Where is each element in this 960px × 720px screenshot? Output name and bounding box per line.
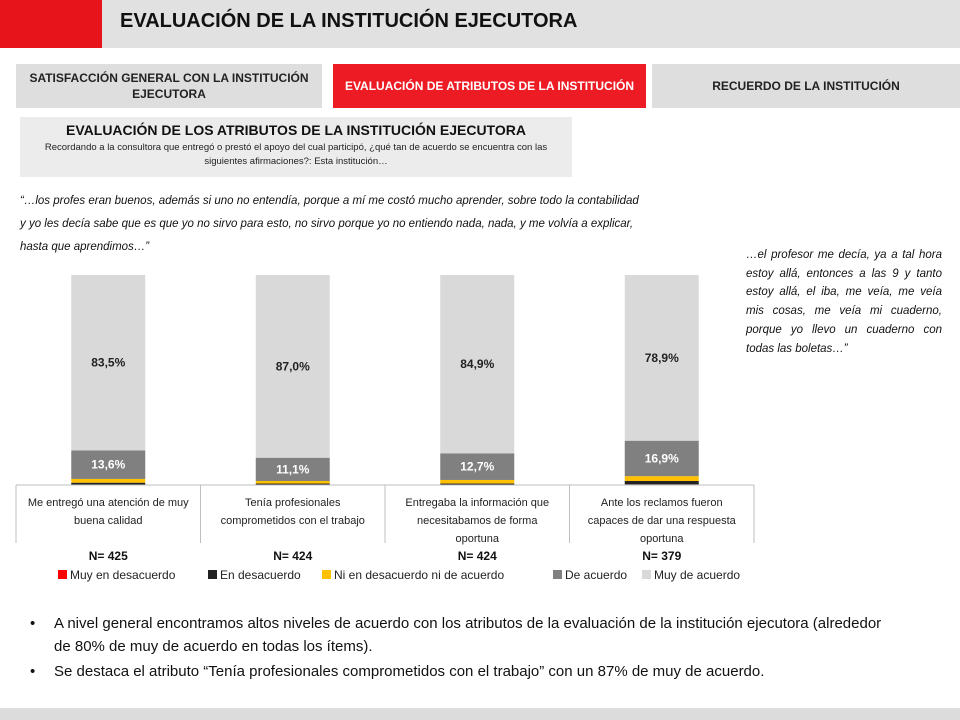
finding-2: • Se destaca el atributo “Tenía profesio…: [30, 660, 900, 683]
legend-label-3: Ni en desacuerdo ni de acuerdo: [334, 568, 504, 582]
category-label-3: oportuna: [456, 533, 500, 545]
findings-list: • A nivel general encontramos altos nive…: [30, 612, 900, 685]
bar-segment-2-cat-1: [71, 482, 146, 485]
legend-swatch-1: [58, 570, 67, 579]
bar-segment-4-cat-4: [624, 440, 699, 477]
chart-categories: Me entregó una atención de muy buena cali…: [28, 497, 737, 563]
stacked-bar-chart: 13,6% 83,5% 11,1% 87,0% 12,7% 84,9% 16,9% 78,9%…: [15, 275, 755, 582]
legend-swatch-2: [208, 570, 217, 579]
bar-segment-3-cat-2: [255, 481, 330, 484]
legend-label-1: Muy en desacuerdo: [70, 568, 176, 582]
header-accent: [0, 0, 102, 48]
bar-segment-4-cat-3: [440, 453, 515, 480]
data-label-4-cat-1: 13,6%: [91, 458, 125, 472]
n-label-2: N= 424: [273, 549, 312, 563]
page-title: EVALUACIÓN DE LA INSTITUCIÓN EJECUTORA: [120, 10, 578, 32]
bullet-icon: •: [30, 663, 36, 680]
category-label-4: oportuna: [640, 533, 684, 545]
legend-swatch-4: [553, 570, 562, 579]
bar-segment-2-cat-4: [624, 481, 699, 485]
data-label-4-cat-2: 11,1%: [276, 462, 310, 476]
footer-bar: [0, 708, 960, 720]
legend-swatch-3: [322, 570, 331, 579]
bullet-icon: •: [30, 615, 36, 632]
n-label-1: N= 425: [89, 549, 128, 563]
data-label-5-cat-1: 83,5%: [91, 356, 125, 370]
legend-swatch-5: [642, 570, 651, 579]
category-label-3: necesitabamos de forma: [417, 515, 538, 527]
section-question: Recordando a la consultora que entregó o…: [44, 142, 548, 167]
bar-segment-5-cat-3: [440, 275, 515, 454]
tab-satisfaccion-general[interactable]: SATISFACCIÓN GENERAL CON LA INSTITUCIÓN …: [16, 64, 322, 108]
chart-legend: Muy en desacuerdo En desacuerdo Ni en desa…: [58, 568, 740, 582]
section-header: EVALUACIÓN DE LOS ATRIBUTOS DE LA INSTIT…: [20, 117, 572, 177]
quote-side: …el profesor me decía, ya a tal hora est…: [746, 249, 942, 355]
bar-segment-5-cat-4: [624, 275, 699, 441]
finding-1: • A nivel general encontramos altos nive…: [30, 612, 900, 658]
bar-segment-2-cat-2: [255, 483, 330, 485]
legend-label-2: En desacuerdo: [220, 568, 301, 582]
bar-segment-5-cat-2: [255, 275, 330, 458]
data-label-4-cat-4: 16,9%: [645, 451, 679, 465]
category-label-2: Tenía profesionales: [245, 497, 341, 509]
quote-main: “…los profes eran buenos, además si uno …: [20, 195, 639, 253]
data-label-4-cat-3: 12,7%: [460, 460, 494, 474]
section-title: EVALUACIÓN DE LOS ATRIBUTOS DE LA INSTIT…: [66, 122, 526, 138]
category-label-1: buena calidad: [74, 515, 143, 527]
category-label-4: Ante los reclamos fueron: [601, 497, 723, 509]
n-label-4: N= 379: [642, 549, 681, 563]
data-label-5-cat-3: 84,9%: [460, 357, 494, 371]
category-label-1: Me entregó una atención de muy: [28, 497, 189, 509]
bar-segment-5-cat-1: [71, 275, 146, 451]
legend-label-4: De acuerdo: [565, 568, 627, 582]
bar-segment-4-cat-2: [255, 457, 330, 482]
n-label-3: N= 424: [458, 549, 497, 563]
bar-segment-2-cat-3: [440, 483, 515, 485]
category-label-4: capaces de dar una respuesta: [588, 515, 737, 527]
bar-segment-3-cat-4: [624, 476, 699, 482]
chart-axis: [15, 484, 755, 543]
bar-segment-4-cat-1: [71, 450, 146, 479]
legend-label-5: Muy de acuerdo: [654, 568, 740, 582]
data-label-5-cat-2: 87,0%: [276, 359, 310, 373]
bar-segment-3-cat-1: [71, 478, 146, 483]
category-label-2: comprometidos con el trabajo: [221, 515, 365, 527]
chart-bars: 13,6% 83,5% 11,1% 87,0% 12,7% 84,9% 16,9% 78,9%: [71, 275, 699, 485]
finding-1-text: A nivel general encontramos altos nivele…: [54, 615, 882, 655]
category-label-3: Entregaba la información que: [405, 497, 549, 509]
data-label-5-cat-4: 78,9%: [645, 351, 679, 365]
bar-segment-3-cat-3: [440, 479, 515, 484]
tab-recuerdo-institucion[interactable]: RECUERDO DE LA INSTITUCIÓN: [652, 64, 960, 108]
finding-2-text: Se destaca el atributo “Tenía profesiona…: [54, 663, 765, 680]
tab-evaluacion-atributos[interactable]: EVALUACIÓN DE ATRIBUTOS DE LA INSTITUCIÓ…: [333, 64, 646, 108]
header-bar: [0, 0, 960, 48]
